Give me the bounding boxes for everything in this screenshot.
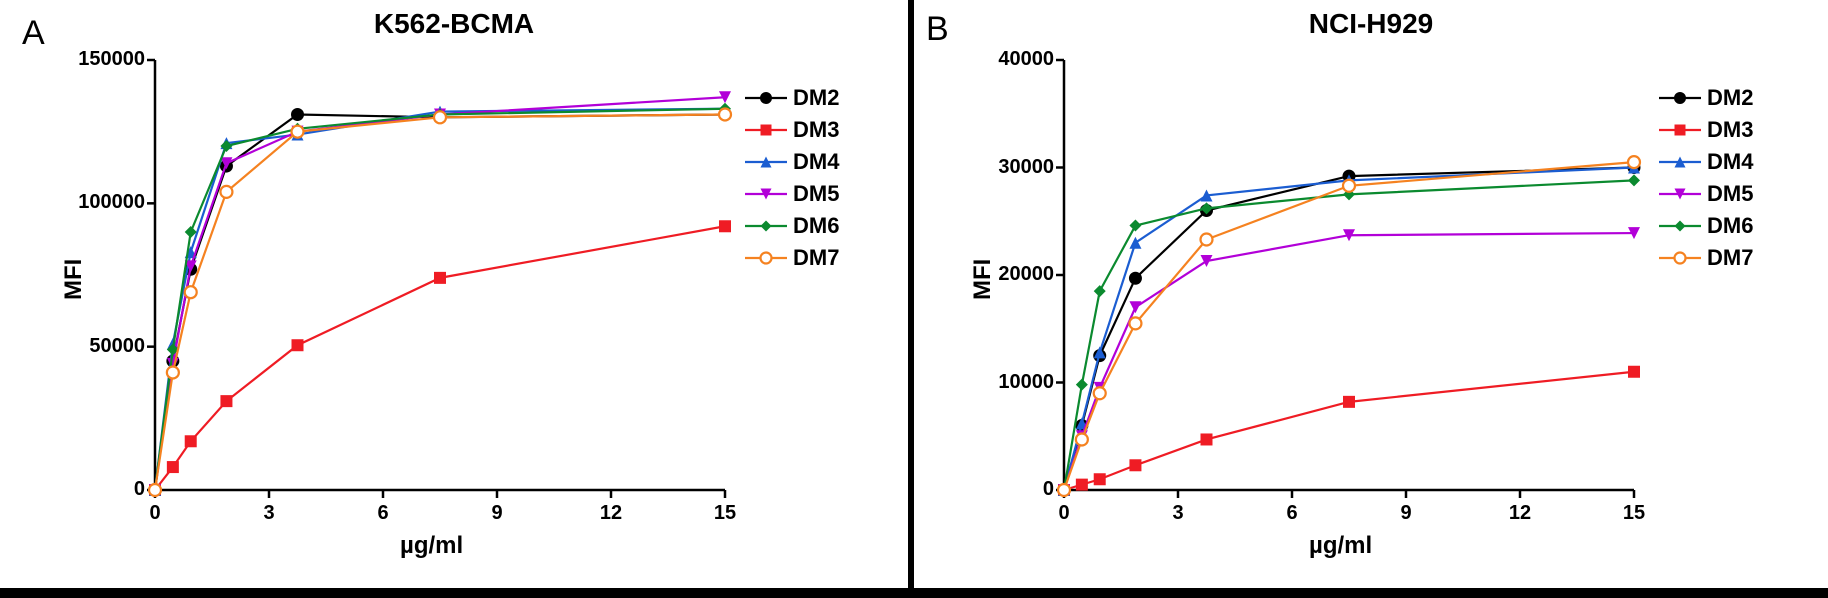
series-line-dm6 (155, 109, 725, 490)
chart-title-a: K562-BCMA (0, 8, 908, 40)
legend-swatch (745, 250, 787, 266)
legend-label: DM3 (1707, 117, 1753, 143)
ytick-label: 150000 (65, 48, 145, 71)
xlabel-a: µg/ml (400, 532, 463, 560)
legend-swatch (745, 218, 787, 234)
panel-b: B NCI-H929 MFI µg/ml DM2DM3DM4DM5DM6DM7 … (914, 0, 1828, 588)
legend-swatch (745, 90, 787, 106)
ytick-label: 20000 (974, 263, 1054, 286)
xtick-label: 9 (1386, 502, 1426, 525)
ytick-label: 10000 (974, 371, 1054, 394)
series-line-dm4 (155, 109, 725, 490)
series-line-dm7 (1064, 162, 1634, 490)
ytick-label: 0 (65, 478, 145, 501)
legend-swatch (1659, 154, 1701, 170)
series-line-dm4 (1064, 168, 1634, 491)
legend-item-dm7: DM7 (745, 245, 839, 271)
legend-a: DM2 DM3 DM4 DM5 DM6 DM7 (745, 85, 839, 271)
legend-item-dm7: DM7 (1659, 245, 1753, 271)
legend-swatch (1659, 90, 1701, 106)
plot-b (1064, 60, 1634, 490)
xtick-label: 6 (1272, 502, 1312, 525)
xtick-label: 15 (705, 502, 745, 525)
legend-label: DM5 (793, 181, 839, 207)
legend-swatch (1659, 218, 1701, 234)
legend-item-dm2: DM2 (1659, 85, 1753, 111)
legend-label: DM6 (1707, 213, 1753, 239)
ytick-label: 30000 (974, 156, 1054, 179)
legend-label: DM3 (793, 117, 839, 143)
series-line-dm3 (1064, 372, 1634, 490)
figure-root: A K562-BCMA MFI µg/ml DM2DM3DM4DM5DM6DM7… (0, 0, 1828, 598)
legend-item-dm6: DM6 (745, 213, 839, 239)
legend-item-dm5: DM5 (1659, 181, 1753, 207)
legend-item-dm3: DM3 (745, 117, 839, 143)
xtick-label: 3 (1158, 502, 1198, 525)
panel-a: A K562-BCMA MFI µg/ml DM2DM3DM4DM5DM6DM7… (0, 0, 914, 588)
ytick-label: 40000 (974, 48, 1054, 71)
legend-item-dm6: DM6 (1659, 213, 1753, 239)
xtick-label: 0 (1044, 502, 1084, 525)
xlabel-b: µg/ml (1309, 532, 1372, 560)
legend-swatch (745, 186, 787, 202)
legend-label: DM5 (1707, 181, 1753, 207)
ytick-label: 0 (974, 478, 1054, 501)
legend-item-dm2: DM2 (745, 85, 839, 111)
ytick-label: 50000 (65, 335, 145, 358)
xtick-label: 3 (249, 502, 289, 525)
series-line-dm5 (155, 97, 725, 490)
legend-item-dm4: DM4 (745, 149, 839, 175)
legend-label: DM7 (1707, 245, 1753, 271)
series-line-dm5 (1064, 233, 1634, 490)
legend-swatch (745, 122, 787, 138)
xtick-label: 12 (591, 502, 631, 525)
legend-label: DM6 (793, 213, 839, 239)
chart-title-b: NCI-H929 (914, 8, 1828, 40)
legend-item-dm4: DM4 (1659, 149, 1753, 175)
legend-label: DM7 (793, 245, 839, 271)
series-line-dm2 (1064, 168, 1634, 491)
legend-label: DM4 (1707, 149, 1753, 175)
series-line-dm3 (155, 226, 725, 490)
ytick-label: 100000 (65, 191, 145, 214)
legend-swatch (1659, 250, 1701, 266)
xtick-label: 9 (477, 502, 517, 525)
legend-label: DM2 (1707, 85, 1753, 111)
series-line-dm7 (155, 114, 725, 490)
legend-item-dm3: DM3 (1659, 117, 1753, 143)
legend-label: DM2 (793, 85, 839, 111)
legend-b: DM2 DM3 DM4 DM5 DM6 DM7 (1659, 85, 1753, 271)
series-line-dm2 (155, 114, 725, 490)
legend-item-dm5: DM5 (745, 181, 839, 207)
ylabel-a: MFI (60, 259, 88, 300)
xtick-label: 0 (135, 502, 175, 525)
xtick-label: 6 (363, 502, 403, 525)
xtick-label: 15 (1614, 502, 1654, 525)
legend-swatch (1659, 186, 1701, 202)
series-line-dm6 (1064, 180, 1634, 490)
legend-label: DM4 (793, 149, 839, 175)
legend-swatch (1659, 122, 1701, 138)
plot-a (155, 60, 725, 490)
xtick-label: 12 (1500, 502, 1540, 525)
legend-swatch (745, 154, 787, 170)
